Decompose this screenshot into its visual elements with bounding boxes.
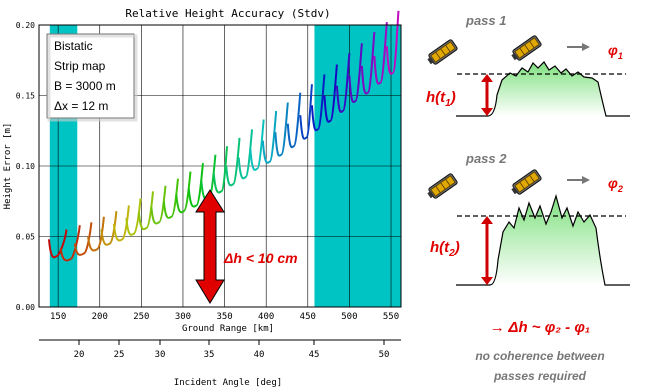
- height-error-chart: Relative Height Accuracy (Stdv) 0.00 0.05…: [3, 7, 402, 388]
- plot-frame: [38, 24, 402, 308]
- x-tick-label: 250: [133, 312, 149, 322]
- x2-tick-label: 40: [254, 350, 265, 360]
- x2-tick-label: 45: [309, 350, 320, 360]
- series-curve: [100, 211, 118, 246]
- series-curve: [335, 53, 351, 113]
- x2-tick-label: 20: [74, 350, 85, 360]
- y-tick-label: 0.05: [16, 233, 35, 242]
- terrain-outline-2: [456, 193, 630, 286]
- series-curve: [249, 119, 265, 171]
- y-tick-label: 0.20: [16, 21, 35, 30]
- terrain-outline-1: [456, 61, 630, 117]
- series-curve: [125, 198, 142, 236]
- series-curve: [212, 146, 229, 194]
- series-curve: [175, 171, 192, 214]
- series-curve: [112, 205, 130, 242]
- chart-series: [47, 10, 400, 262]
- phase-relation: → Δh ~ φ₂ - φ₁: [490, 319, 590, 336]
- x2-axis-label: Incident Angle [deg]: [174, 378, 282, 388]
- series-curve: [299, 84, 313, 140]
- x-tick-label: 350: [216, 312, 232, 322]
- x-tick-label: 400: [258, 312, 274, 322]
- legend-box: Bistatic Strip map B = 3000 m Δx = 12 m: [46, 33, 138, 122]
- x-tick-label: 450: [300, 312, 316, 322]
- pass-1-label: pass 1: [465, 13, 506, 28]
- x2-tick-label: 25: [114, 350, 125, 360]
- y-tick-label: 0.00: [16, 303, 35, 312]
- coherence-note-line-1: no coherence between: [475, 349, 604, 363]
- delta-h-arrow: [195, 189, 225, 304]
- legend-line-3: B = 3000 m: [54, 79, 116, 93]
- series-curve: [310, 74, 326, 132]
- series-curve: [150, 185, 167, 225]
- terrain-profile-1: [456, 62, 656, 116]
- chart-title: Relative Height Accuracy (Stdv): [125, 7, 330, 20]
- series-curve: [162, 178, 179, 219]
- legend-line-4: Δx = 12 m: [54, 99, 108, 113]
- series-curve: [360, 31, 376, 95]
- series-curve: [47, 229, 68, 259]
- x-axis-label: Ground Range [km]: [182, 324, 274, 334]
- x-tick-label: 200: [92, 312, 108, 322]
- y-axis-label: Height Error [m]: [3, 123, 13, 210]
- series-curve: [286, 92, 302, 149]
- x2-tick-label: 50: [379, 350, 390, 360]
- terrain-profile-2: [456, 196, 656, 285]
- series-curve: [87, 216, 105, 252]
- x-tick-label: 150: [50, 312, 66, 322]
- phi-2-label: φ2: [608, 175, 623, 194]
- satellite-icon: [509, 34, 543, 64]
- series-curve: [385, 10, 400, 75]
- y-axis-ticks: 0.00 0.05 0.10 0.15 0.20: [16, 21, 35, 312]
- x2-tick-label: 30: [155, 350, 166, 360]
- satellite-icon: [425, 172, 459, 202]
- x2-axis-ticks: 20 25 30 35 40 45 50: [74, 340, 390, 360]
- legend-line-1: Bistatic: [54, 39, 93, 53]
- series-curve: [137, 191, 155, 231]
- height-arrow-2: [481, 216, 493, 285]
- series-curve: [73, 222, 93, 256]
- satellite-icon: [509, 168, 543, 198]
- series-curve: [323, 64, 338, 123]
- interferometry-diagram: pass 1 φ1 h(t1) pass 2 φ2: [425, 13, 656, 383]
- height-label-2: h(t2): [430, 239, 460, 259]
- legend-line-2: Strip map: [54, 59, 106, 73]
- series-curve: [187, 163, 204, 208]
- delta-h-annotation: Δh < 10 cm: [223, 250, 298, 266]
- series-curve: [237, 129, 254, 180]
- x-tick-label: 500: [341, 312, 357, 322]
- phi-1-label: φ1: [608, 42, 623, 61]
- coherence-note-line-2: passes required: [493, 369, 587, 383]
- x-tick-label: 300: [175, 312, 191, 322]
- x-axis-ticks: 150 200 250 300 350 400 450 500 550: [50, 312, 399, 322]
- satellite-icon: [425, 38, 459, 68]
- series-curve: [274, 102, 289, 157]
- series-curve: [59, 225, 81, 262]
- height-label-1: h(t1): [426, 89, 456, 109]
- series-curve: [261, 110, 278, 164]
- y-tick-label: 0.15: [16, 92, 35, 101]
- series-curve: [348, 43, 363, 104]
- x-tick-label: 550: [383, 312, 399, 322]
- series-curve: [225, 137, 241, 187]
- height-arrow-1: [481, 74, 493, 116]
- pass-2-label: pass 2: [465, 151, 507, 166]
- arrow-right-icon: [567, 43, 590, 51]
- series-curve: [373, 22, 388, 85]
- x2-tick-label: 35: [204, 350, 215, 360]
- y-tick-label: 0.10: [16, 162, 35, 171]
- arrow-right-icon: [567, 176, 590, 184]
